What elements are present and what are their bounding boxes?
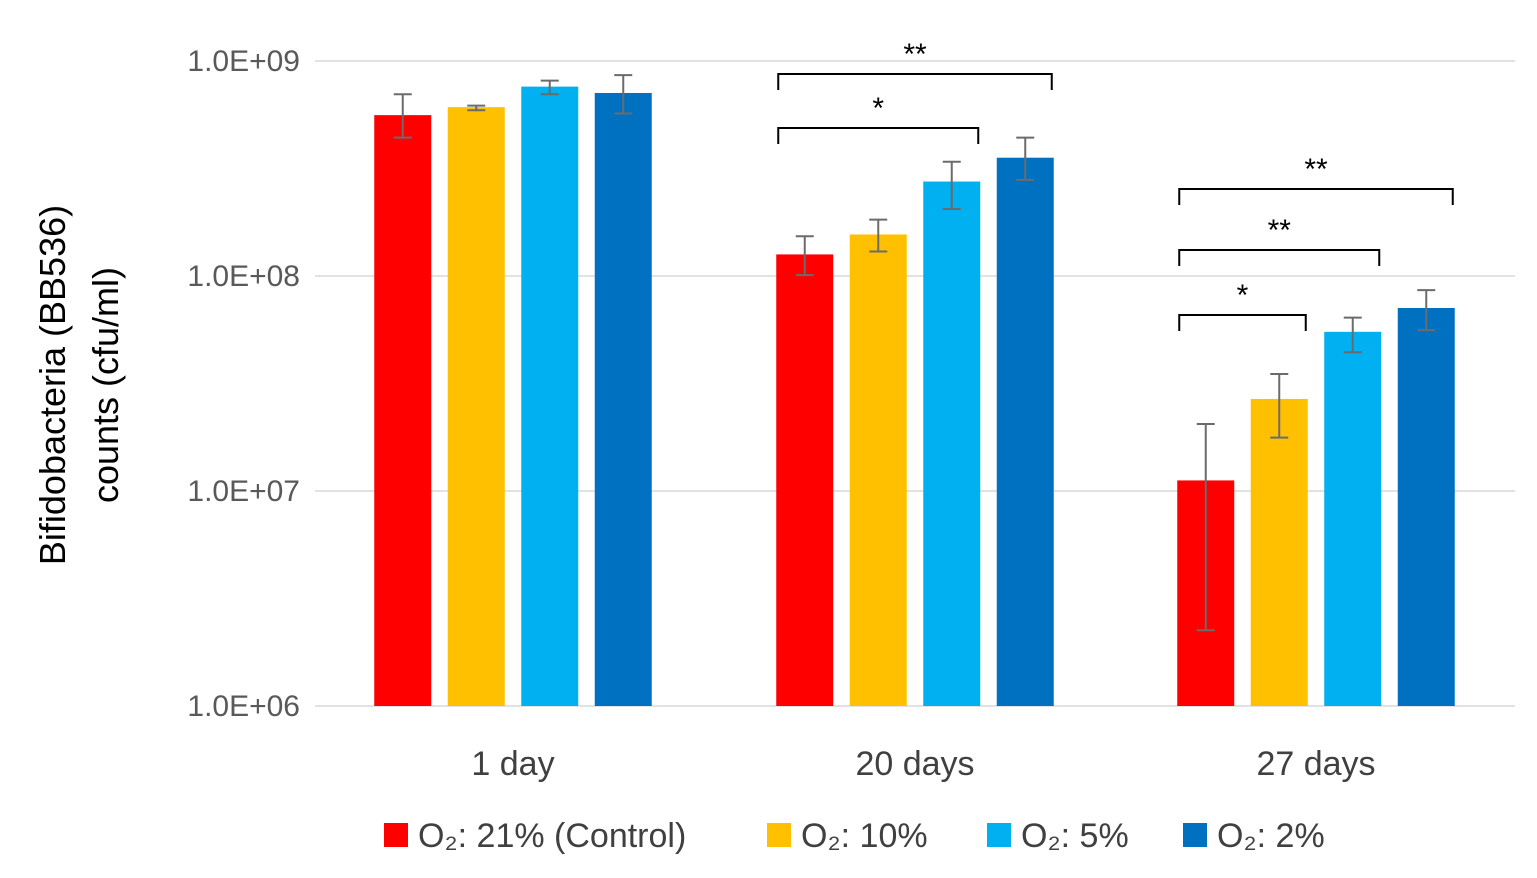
x-category-label: 27 days [1256, 745, 1375, 783]
significance-bracket [1178, 188, 1454, 205]
significance-brackets: ******** [777, 38, 1454, 331]
legend: O₂: 21% (Control) O₂: 10% O₂: 5% O₂: 2% [384, 817, 1325, 855]
x-category-label: 20 days [855, 745, 974, 783]
x-axis-categories: 1 day 20 days 27 days [471, 745, 1375, 783]
significance-bracket [777, 73, 1053, 90]
y-axis-title: Bifidobacteria (BB536) counts (cfu/ml) [32, 205, 126, 565]
bar [374, 115, 432, 706]
y-tick-label: 1.0E+06 [187, 690, 300, 723]
legend-label: O₂: 2% [1217, 817, 1325, 855]
legend-label: O₂: 10% [801, 817, 928, 855]
significance-bracket [777, 127, 980, 144]
legend-swatch [767, 823, 791, 847]
y-tick-label: 1.0E+09 [187, 45, 300, 78]
x-category-label: 1 day [471, 745, 554, 783]
bar [1324, 331, 1382, 706]
bar [521, 86, 579, 707]
bar [996, 157, 1054, 706]
significance-label: * [1237, 279, 1249, 312]
error-bars [393, 74, 1436, 632]
legend-label: O₂: 5% [1021, 817, 1129, 855]
bar [923, 181, 981, 707]
y-tick-label: 1.0E+07 [187, 475, 300, 508]
bar [776, 254, 834, 706]
y-axis-title-line: counts (cfu/ml) [85, 267, 126, 503]
bar [849, 234, 907, 706]
gridlines [315, 60, 1515, 707]
significance-bracket [1178, 249, 1381, 266]
y-tick-label: 1.0E+08 [187, 260, 300, 293]
bar [1250, 398, 1308, 706]
legend-swatch [1183, 823, 1207, 847]
significance-label: * [872, 92, 884, 125]
legend-label: O₂: 21% (Control) [418, 817, 686, 855]
significance-bracket [1178, 314, 1307, 331]
legend-swatch [384, 823, 408, 847]
bars [374, 86, 1455, 707]
significance-label: ** [903, 38, 927, 71]
bar [594, 92, 652, 707]
significance-label: ** [1268, 214, 1292, 247]
bar [1397, 307, 1455, 706]
y-axis-title-line: Bifidobacteria (BB536) [32, 205, 73, 565]
bar [447, 107, 505, 707]
legend-swatch [987, 823, 1011, 847]
y-axis-ticks: 1.0E+06 1.0E+07 1.0E+08 1.0E+09 [187, 45, 300, 723]
significance-label: ** [1304, 153, 1328, 186]
